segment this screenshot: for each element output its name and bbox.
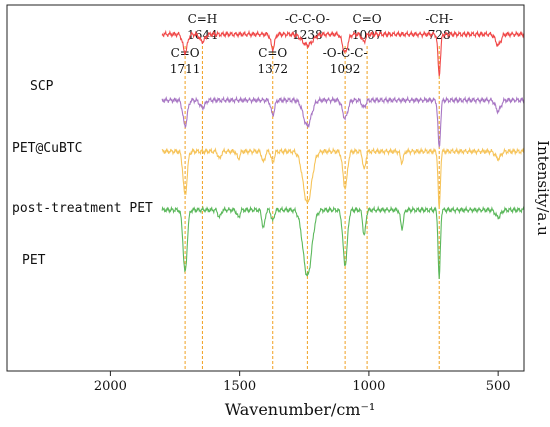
series-line-3: [161, 205, 525, 280]
x-axis: 2000 1500 1000 500: [94, 371, 511, 394]
peak-group-label: C=H: [188, 12, 218, 26]
series-labels: SCP PET@CuBTC post-treatment PET PET: [12, 79, 153, 268]
series-line-1: [161, 95, 525, 149]
peak-group-label: -C-C-O-: [285, 12, 330, 26]
series-label-0: SCP: [30, 79, 54, 94]
peak-group-label: C=O: [353, 12, 382, 26]
peak-wavenumber-label: 1711: [170, 62, 201, 76]
series-label-2: post-treatment PET: [12, 201, 153, 216]
y-axis-label: Intensity/a.u: [534, 140, 550, 236]
x-tick-label-2: 1000: [352, 379, 385, 394]
series-line-2: [161, 146, 525, 210]
peak-group-label: C=O: [258, 46, 287, 60]
series-line-0: [161, 29, 525, 77]
x-tick-label-0: 2000: [94, 379, 127, 394]
peak-guides: [184, 46, 440, 371]
peak-wavenumber-label: 728: [428, 28, 451, 42]
peak-label-1372: C=O 1372: [257, 46, 288, 76]
plot-frame: [6, 4, 525, 372]
peak-label-728: -CH- 728: [425, 12, 453, 42]
peak-group-label: -O-C-C-: [323, 46, 368, 60]
x-axis-label: Wavenumber/cm⁻¹: [225, 400, 376, 419]
peak-wavenumber-label: 1372: [257, 62, 288, 76]
series-label-3: PET: [22, 253, 46, 268]
series-lines: [161, 29, 525, 280]
peak-label-1644: C=H 1644: [187, 12, 218, 42]
x-tick-label-1: 1500: [223, 379, 256, 394]
series-label-1: PET@CuBTC: [12, 141, 82, 156]
peak-wavenumber-label: 1092: [330, 62, 361, 76]
peak-label-1092: -O-C-C- 1092: [323, 46, 368, 76]
x-tick-label-3: 500: [486, 379, 511, 394]
peak-label-1238: -C-C-O-1238: [285, 12, 330, 42]
peak-group-label: -CH-: [425, 12, 453, 26]
peak-wavenumber-label: 1644: [187, 28, 218, 42]
